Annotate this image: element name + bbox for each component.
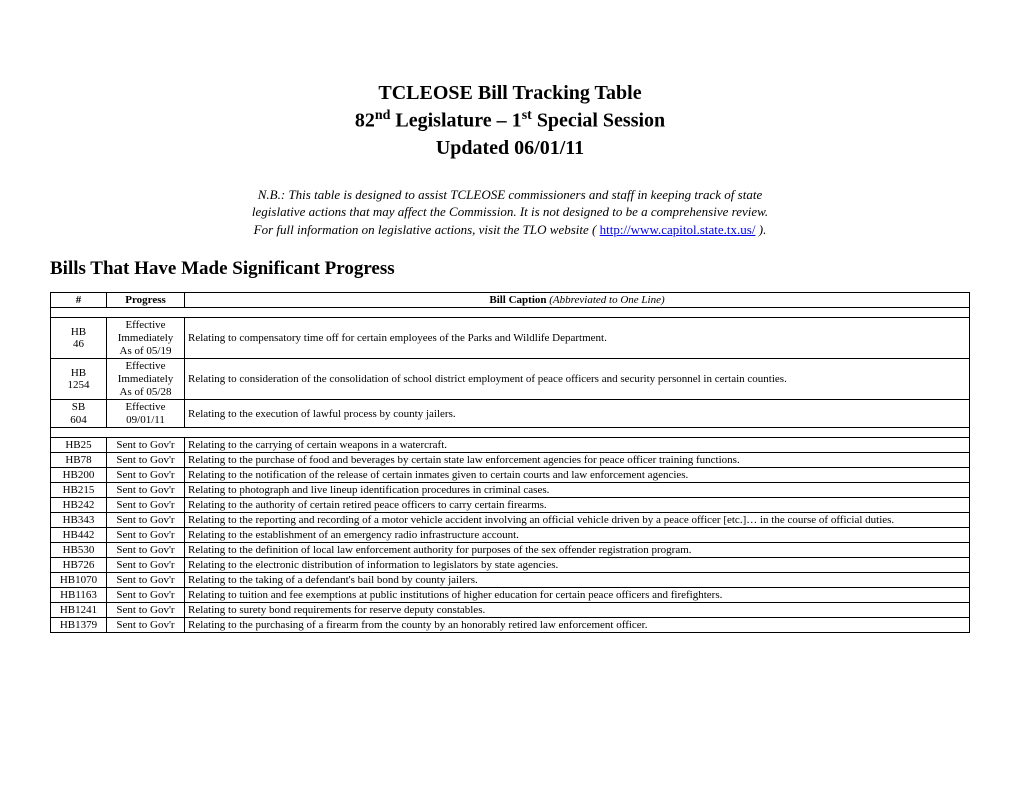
note-block: N.B.: This table is designed to assist T…	[130, 186, 890, 239]
table-row: HB242Sent to Gov'rRelating to the author…	[51, 498, 970, 513]
table-row: HB726Sent to Gov'rRelating to the electr…	[51, 558, 970, 573]
bill-caption: Relating to tuition and fee exemptions a…	[185, 588, 970, 603]
note-line-2: legislative actions that may affect the …	[252, 204, 768, 219]
title-2-sup2: st	[522, 108, 532, 123]
bill-caption: Relating to the taking of a defendant's …	[185, 573, 970, 588]
bill-progress: Effective09/01/11	[107, 400, 185, 428]
bill-number: SB604	[51, 400, 107, 428]
bill-progress: Sent to Gov'r	[107, 453, 185, 468]
spacer-row	[51, 428, 970, 438]
bill-number: HB442	[51, 528, 107, 543]
bill-number: HB1379	[51, 618, 107, 633]
bill-progress: Sent to Gov'r	[107, 438, 185, 453]
bill-caption: Relating to compensatory time off for ce…	[185, 318, 970, 359]
table-row: HB1254EffectiveImmediatelyAs of 05/28Rel…	[51, 359, 970, 400]
col-header-num: #	[51, 293, 107, 308]
bill-progress: Sent to Gov'r	[107, 498, 185, 513]
bill-caption: Relating to the electronic distribution …	[185, 558, 970, 573]
header-row: # Progress Bill Caption (Abbreviated to …	[51, 293, 970, 308]
table-row: HB1379Sent to Gov'rRelating to the purch…	[51, 618, 970, 633]
title-line-3: Updated 06/01/11	[50, 135, 970, 162]
spacer-row	[51, 308, 970, 318]
bill-caption: Relating to the establishment of an emer…	[185, 528, 970, 543]
bill-caption: Relating to the execution of lawful proc…	[185, 400, 970, 428]
bill-progress: Sent to Gov'r	[107, 573, 185, 588]
table-row: HB200Sent to Gov'rRelating to the notifi…	[51, 468, 970, 483]
bill-number: HB343	[51, 513, 107, 528]
table-body: HB46EffectiveImmediatelyAs of 05/19Relat…	[51, 308, 970, 633]
bill-progress: Sent to Gov'r	[107, 558, 185, 573]
tlo-link[interactable]: http://www.capitol.state.tx.us/	[600, 222, 756, 237]
note-line-1: N.B.: This table is designed to assist T…	[258, 187, 762, 202]
table-row: HB25Sent to Gov'rRelating to the carryin…	[51, 438, 970, 453]
bill-progress: Sent to Gov'r	[107, 468, 185, 483]
note-line-3-pre: For full information on legislative acti…	[254, 222, 600, 237]
bill-number: HB1254	[51, 359, 107, 400]
bills-table: # Progress Bill Caption (Abbreviated to …	[50, 292, 970, 633]
bill-caption: Relating to consideration of the consoli…	[185, 359, 970, 400]
col-header-caption: Bill Caption (Abbreviated to One Line)	[185, 293, 970, 308]
title-line-1: TCLEOSE Bill Tracking Table	[50, 80, 970, 107]
col-header-progress: Progress	[107, 293, 185, 308]
title-block: TCLEOSE Bill Tracking Table 82nd Legisla…	[50, 80, 970, 162]
bill-progress: Sent to Gov'r	[107, 513, 185, 528]
table-row: HB1070Sent to Gov'rRelating to the takin…	[51, 573, 970, 588]
bill-number: HB1163	[51, 588, 107, 603]
section-heading: Bills That Have Made Significant Progres…	[50, 258, 970, 280]
caption-header-italic: (Abbreviated to One Line)	[547, 294, 665, 306]
table-row: HB1241Sent to Gov'rRelating to surety bo…	[51, 603, 970, 618]
bill-caption: Relating to the notification of the rele…	[185, 468, 970, 483]
bill-progress: Sent to Gov'r	[107, 543, 185, 558]
caption-header-bold: Bill Caption	[489, 294, 546, 306]
bill-caption: Relating to the definition of local law …	[185, 543, 970, 558]
bill-caption: Relating to the reporting and recording …	[185, 513, 970, 528]
bill-progress: Sent to Gov'r	[107, 528, 185, 543]
bill-caption: Relating to the carrying of certain weap…	[185, 438, 970, 453]
title-2-sup1: nd	[375, 108, 391, 123]
title-2-pre: 82	[355, 110, 375, 132]
bill-caption: Relating to photograph and live lineup i…	[185, 483, 970, 498]
bill-progress: Sent to Gov'r	[107, 618, 185, 633]
bill-number: HB25	[51, 438, 107, 453]
bill-number: HB200	[51, 468, 107, 483]
title-line-2: 82nd Legislature – 1st Special Session	[50, 107, 970, 135]
bill-number: HB215	[51, 483, 107, 498]
table-row: HB343Sent to Gov'rRelating to the report…	[51, 513, 970, 528]
bill-caption: Relating to the purchasing of a firearm …	[185, 618, 970, 633]
bill-caption: Relating to surety bond requirements for…	[185, 603, 970, 618]
bill-progress: Sent to Gov'r	[107, 588, 185, 603]
table-row: HB1163Sent to Gov'rRelating to tuition a…	[51, 588, 970, 603]
bill-number: HB530	[51, 543, 107, 558]
bill-caption: Relating to the authority of certain ret…	[185, 498, 970, 513]
bill-number: HB78	[51, 453, 107, 468]
bill-number: HB1241	[51, 603, 107, 618]
bill-number: HB1070	[51, 573, 107, 588]
bill-number: HB46	[51, 318, 107, 359]
bill-progress: Sent to Gov'r	[107, 483, 185, 498]
table-row: SB604Effective09/01/11Relating to the ex…	[51, 400, 970, 428]
title-2-post: Special Session	[532, 110, 665, 132]
table-row: HB442Sent to Gov'rRelating to the establ…	[51, 528, 970, 543]
table-row: HB46EffectiveImmediatelyAs of 05/19Relat…	[51, 318, 970, 359]
bill-number: HB242	[51, 498, 107, 513]
bill-progress: Sent to Gov'r	[107, 603, 185, 618]
table-row: HB530Sent to Gov'rRelating to the defini…	[51, 543, 970, 558]
bill-caption: Relating to the purchase of food and bev…	[185, 453, 970, 468]
bill-number: HB726	[51, 558, 107, 573]
note-line-3-post: ).	[755, 222, 766, 237]
title-2-mid: Legislature – 1	[390, 110, 521, 132]
bill-progress: EffectiveImmediatelyAs of 05/19	[107, 318, 185, 359]
table-row: HB215Sent to Gov'rRelating to photograph…	[51, 483, 970, 498]
bill-progress: EffectiveImmediatelyAs of 05/28	[107, 359, 185, 400]
table-row: HB78Sent to Gov'rRelating to the purchas…	[51, 453, 970, 468]
